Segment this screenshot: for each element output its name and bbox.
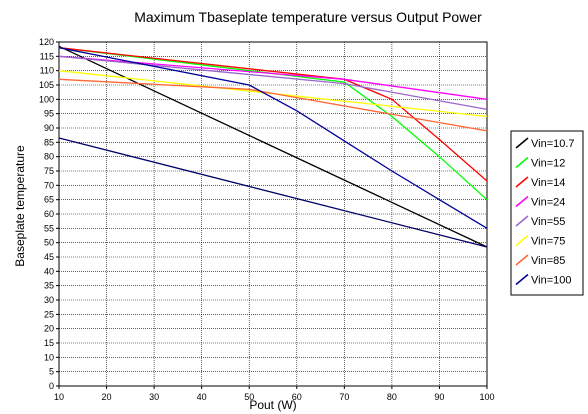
y-tick-label-7: 35 [44, 281, 54, 291]
y-tick-label-18: 90 [44, 123, 54, 133]
y-tick-label-8: 40 [44, 266, 54, 276]
legend-label-6: Vin=85 [531, 255, 565, 267]
legend-label-1: Vin=12 [531, 158, 565, 170]
y-tick-label-1: 5 [49, 367, 54, 377]
y-tick-label-5: 25 [44, 309, 54, 319]
x-tick-label-0: 10 [54, 392, 64, 402]
tick-layer: 0 5 10 15 20 25 30 35 40 45 50 55 60 65 70 75 80 85 90 95 10… [39, 37, 495, 402]
x-tick-label-3: 40 [197, 392, 207, 402]
y-tick-label-22: 110 [40, 66, 54, 76]
x-tick-label-9: 100 [479, 392, 494, 402]
legend: Vin=10.7 Vin=12 Vin=14 Vin=24 Vin=55 Vin=75 Vi… [510, 130, 584, 296]
y-tick-label-15: 75 [44, 166, 54, 176]
x-tick-label-8: 90 [434, 392, 444, 402]
y-tick-label-4: 20 [44, 324, 54, 334]
y-tick-label-21: 105 [39, 80, 54, 90]
y-tick-label-2: 10 [44, 352, 54, 362]
y-tick-label-9: 45 [44, 252, 54, 262]
legend-label-0: Vin=10.7 [531, 138, 575, 150]
series-line-8 [58, 137, 488, 248]
legend-box [510, 130, 584, 296]
x-tick-label-1: 20 [102, 392, 112, 402]
legend-swatch-4 [515, 215, 529, 227]
series-layer [58, 45, 488, 248]
legend-label-2: Vin=14 [531, 177, 565, 189]
series-line-2 [58, 47, 488, 182]
y-tick-label-19: 95 [44, 109, 54, 119]
x-tick-label-6: 70 [339, 392, 349, 402]
legend-label-5: Vin=75 [531, 236, 565, 248]
x-tick-label-7: 80 [387, 392, 397, 402]
legend-label-7: Vin=100 [531, 275, 571, 287]
x-tick-label-2: 30 [149, 392, 159, 402]
legend-label-3: Vin=24 [531, 197, 565, 209]
legend-swatch-5 [515, 234, 529, 247]
y-tick-label-12: 60 [44, 209, 54, 219]
y-tick-label-16: 80 [44, 152, 54, 162]
series-line-6 [58, 78, 488, 132]
y-tick-label-3: 15 [44, 338, 54, 348]
series-line-3 [58, 55, 488, 100]
y-axis-label: Baseplate temperature [13, 145, 27, 267]
series-line-1 [58, 47, 488, 201]
series-line-7 [58, 47, 488, 229]
y-tick-label-24: 120 [39, 37, 54, 47]
y-tick-label-10: 50 [44, 238, 54, 248]
legend-swatch-1 [515, 156, 529, 169]
chart-title: Maximum Tbaseplate temperature versus Ou… [134, 9, 482, 25]
legend-swatch-0 [515, 137, 529, 149]
legend-swatch-7 [515, 273, 529, 286]
x-tick-label-4: 50 [244, 392, 254, 402]
y-tick-label-11: 55 [44, 223, 54, 233]
y-tick-label-0: 0 [49, 381, 54, 391]
legend-swatch-6 [515, 254, 529, 266]
y-tick-label-17: 85 [44, 137, 54, 147]
legend-swatch-2 [515, 176, 529, 188]
x-axis-label: Pout (W) [249, 398, 296, 412]
series-line-0 [58, 45, 488, 248]
series-line-4 [58, 55, 488, 111]
legend-label-4: Vin=55 [531, 216, 565, 228]
y-tick-label-14: 70 [44, 180, 54, 190]
x-tick-label-5: 60 [292, 392, 302, 402]
y-tick-label-13: 65 [44, 195, 54, 205]
y-tick-label-6: 30 [44, 295, 54, 305]
y-tick-label-23: 115 [40, 51, 54, 61]
y-tick-label-20: 100 [39, 94, 54, 104]
legend-swatch-3 [515, 195, 529, 208]
